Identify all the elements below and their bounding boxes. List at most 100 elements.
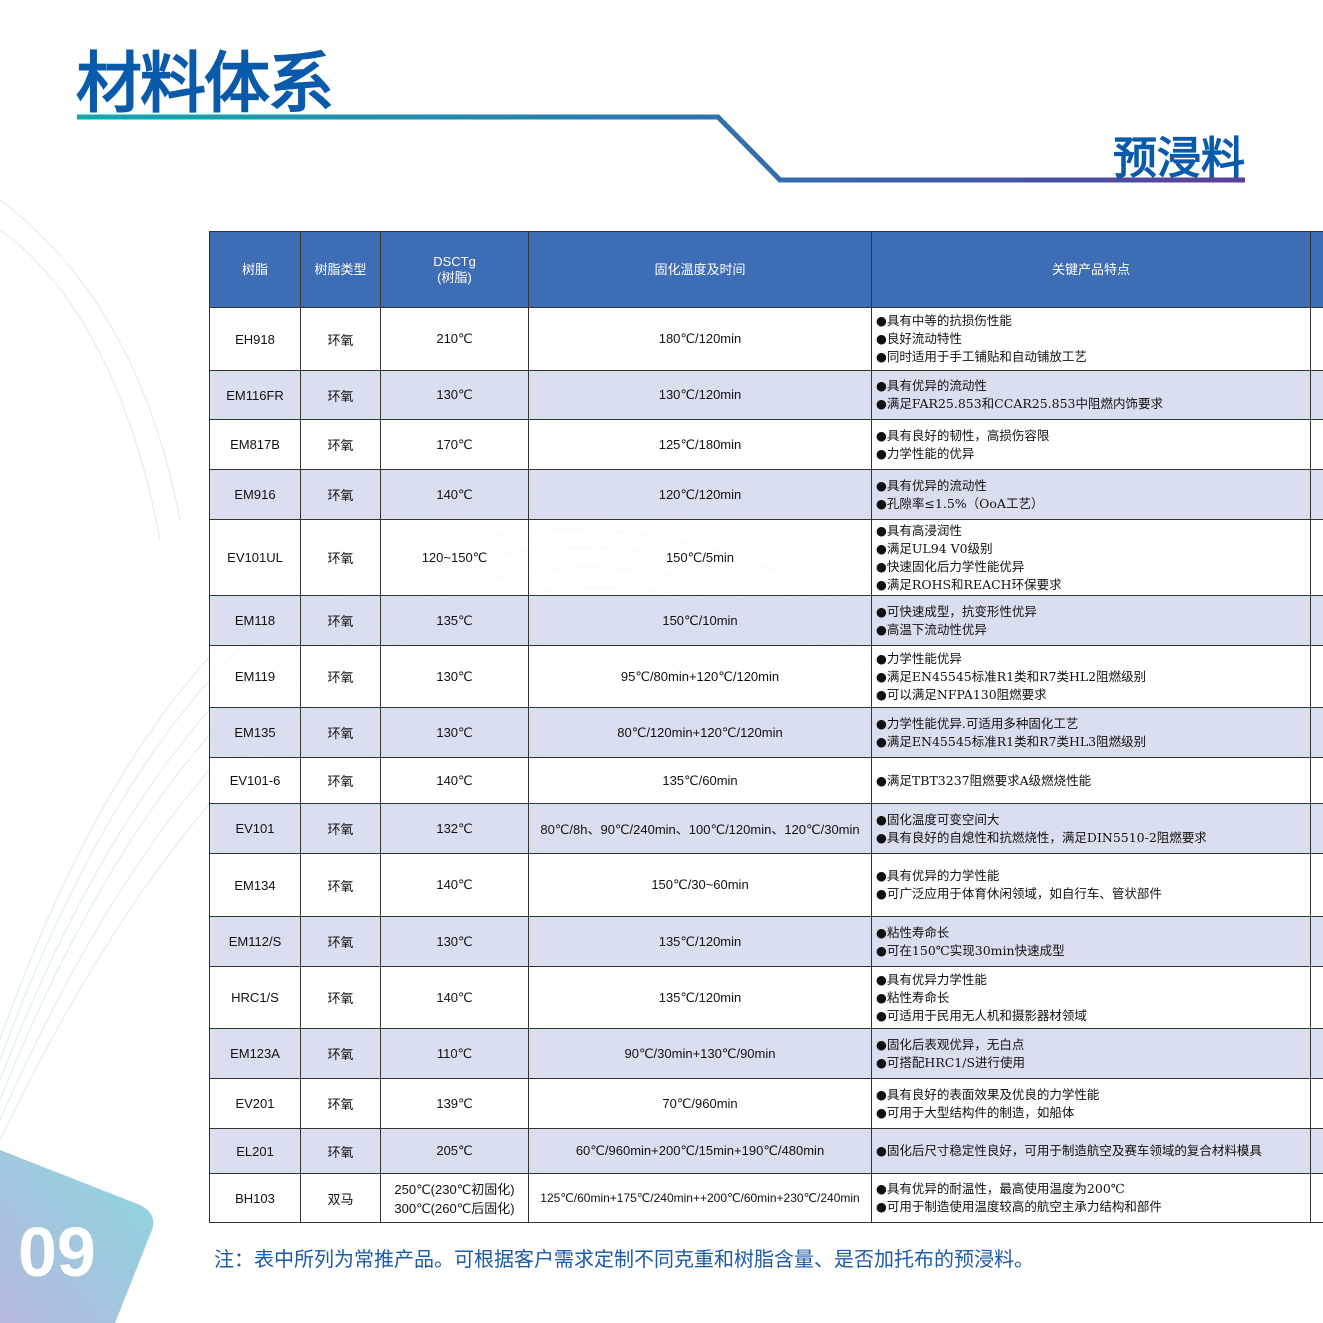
feature-item: 具有优异的流动性 <box>886 477 987 493</box>
feature-item: 粘性寿命长 <box>886 989 950 1005</box>
cell-features: ● 粘性寿命长 ● 可在150℃实现30min快速成型 <box>871 916 1311 967</box>
table-row: EV101 环氧 132℃ 80℃/8h、90℃/240min、100℃/120min… <box>209 803 1323 854</box>
cell-cure: 150℃/10min <box>528 595 872 646</box>
cell-extra <box>1310 1173 1323 1223</box>
cell-tg: 250℃(230℃初固化) 300℃(260℃后固化) <box>380 1173 529 1223</box>
bullet-icon: ● <box>876 378 887 393</box>
cell-tg: 210℃ <box>380 307 529 371</box>
cell-features: ● 具有高浸润性 ● 满足UL94 V0级别 ● 快速固化后力学性能优异 ● 满足ROHS和R… <box>871 519 1311 596</box>
bullet-icon: ● <box>876 427 887 443</box>
cell-resin: EL201 <box>209 1128 301 1174</box>
table-row: EM118 环氧 135℃ 150℃/10min ● 可快速成型，抗变形性优异 ● 高温下流动… <box>209 595 1323 646</box>
cell-features: ● 满足TBT3237阻燃要求A级燃烧性能 <box>871 757 1311 804</box>
cell-extra <box>1310 519 1323 596</box>
cell-tg: 135℃ <box>380 595 529 646</box>
bullet-icon: ● <box>876 522 887 538</box>
feature-item: 具有高浸润性 <box>886 522 962 538</box>
cell-features: ● 力学性能优异.可适用多种固化工艺 ● 满足EN45545标准R1类和R7类HL3阻… <box>871 707 1311 758</box>
cell-features: ● 力学性能优异 ● 满足EN45545标准R1类和R7类HL2阻燃级别 ● 可以满足NF… <box>871 645 1311 708</box>
cell-tg: 130℃ <box>380 370 529 420</box>
table-row: EM112/S 环氧 130℃ 135℃/120min ● 粘性寿命长 ● 可在150℃实现3… <box>209 916 1323 967</box>
cell-resin: EV101 <box>209 803 301 854</box>
cell-extra <box>1310 966 1323 1029</box>
cell-tg: 205℃ <box>380 1128 529 1174</box>
cell-resin: HRC1/S <box>209 966 301 1029</box>
section-subtitle: 预浸料 <box>1113 133 1245 184</box>
feature-item: 固化后尺寸稳定性良好，可用于制造航空及赛车领域的复合材料模具 <box>886 1143 1262 1158</box>
cell-tg: 132℃ <box>380 803 529 854</box>
cell-type: 环氧 <box>300 419 381 470</box>
cell-type: 环氧 <box>300 757 381 804</box>
cell-tg: 140℃ <box>380 966 529 1029</box>
cell-extra <box>1310 853 1323 917</box>
table-row: EH918 环氧 210℃ 180℃/120min ● 具有中等的抗损伤性能 ● 良好流动特性… <box>209 307 1323 371</box>
cell-resin: EV101UL <box>209 519 301 596</box>
bullet-icon: ● <box>876 1181 887 1196</box>
bullet-icon: ● <box>876 621 887 637</box>
cell-resin: EM112/S <box>209 916 301 967</box>
cell-type: 环氧 <box>300 707 381 758</box>
bullet-icon: ● <box>876 576 887 592</box>
cell-extra <box>1310 419 1323 470</box>
cell-cure: 135℃/120min <box>528 916 872 967</box>
cell-resin: EH918 <box>209 307 301 371</box>
bullet-icon: ● <box>876 650 887 666</box>
cell-extra <box>1310 645 1323 708</box>
cell-type: 环氧 <box>300 1028 381 1079</box>
cell-type: 环氧 <box>300 1078 381 1129</box>
bullet-icon: ● <box>876 829 887 845</box>
bullet-icon: ● <box>876 558 887 574</box>
cell-extra <box>1310 1128 1323 1174</box>
cell-resin: EM123A <box>209 1028 301 1079</box>
prepreg-table: 树脂 树脂类型 DSCTg (树脂) 固化温度及时间 关键产品特点 EH918 环氧 210… <box>209 231 1323 1223</box>
cell-extra <box>1310 803 1323 854</box>
column-header <box>1310 231 1323 308</box>
cell-features: ● 具有优异力学性能 ● 粘性寿命长 ● 可适用于民用无人机和摄影器材领域 <box>871 966 1311 1029</box>
cell-resin: EM119 <box>209 645 301 708</box>
cell-features: ● 固化后表观优异，无白点 ● 可搭配HRC1/S进行使用 <box>871 1028 1311 1079</box>
feature-item: 孔隙率≤1.5%（OoA工艺） <box>886 495 1044 511</box>
cell-cure: 135℃/60min <box>528 757 872 804</box>
table-header-row: 树脂 树脂类型 DSCTg (树脂) 固化温度及时间 关键产品特点 <box>209 231 1323 308</box>
table-row: EM123A 环氧 110℃ 90℃/30min+130℃/90min ● 固化后表观优异… <box>209 1028 1323 1079</box>
bullet-icon: ● <box>876 1054 887 1070</box>
cell-cure: 130℃/120min <box>528 370 872 420</box>
feature-item: 满足TBT3237阻燃要求A级燃烧性能 <box>886 772 1092 788</box>
cell-extra <box>1310 469 1323 520</box>
cell-tg: 139℃ <box>380 1078 529 1129</box>
cell-cure: 80℃/8h、90℃/240min、100℃/120min、120℃/30min <box>528 803 872 854</box>
feature-item: 具有良好的韧性，高损伤容限 <box>886 427 1050 443</box>
cell-extra <box>1310 707 1323 758</box>
cell-features: ● 具有优异的流动性 ● 满足FAR25.853和CCAR25.853中阻燃内饰要求 <box>871 370 1311 420</box>
feature-item: 具有优异力学性能 <box>886 971 987 987</box>
feature-item: 具有优异的流动性 <box>886 378 987 393</box>
cell-resin: EV101-6 <box>209 757 301 804</box>
cell-extra <box>1310 1028 1323 1079</box>
feature-item: 粘性寿命长 <box>886 924 950 940</box>
feature-item: 具有良好的表面效果及优良的力学性能 <box>886 1086 1100 1102</box>
column-header: 固化温度及时间 <box>528 231 872 308</box>
cell-resin: EM135 <box>209 707 301 758</box>
bullet-icon: ● <box>876 772 887 788</box>
bullet-icon: ● <box>876 313 887 328</box>
feature-item: 可快速成型，抗变形性优异 <box>886 603 1037 619</box>
cell-resin: EV201 <box>209 1078 301 1129</box>
table-row: EM134 环氧 140℃ 150℃/30~60min ● 具有优异的力学性能 ● 可广泛应用… <box>209 853 1323 917</box>
cell-cure: 125℃/180min <box>528 419 872 470</box>
feature-item: 同时适用于手工铺贴和自动铺放工艺 <box>886 349 1087 364</box>
feature-item: 力学性能的优异 <box>886 445 975 461</box>
header-line <box>77 114 1245 183</box>
bullet-icon: ● <box>876 396 887 411</box>
bullet-icon: ● <box>876 971 887 987</box>
bullet-icon: ● <box>876 868 887 883</box>
cell-type: 环氧 <box>300 307 381 371</box>
cell-cure: 135℃/120min <box>528 966 872 1029</box>
cell-tg: 130℃ <box>380 645 529 708</box>
cell-extra <box>1310 1078 1323 1129</box>
bullet-icon: ● <box>876 445 887 461</box>
cell-resin: BH103 <box>209 1173 301 1223</box>
cell-cure: 70℃/960min <box>528 1078 872 1129</box>
cell-cure: 150℃/30~60min <box>528 853 872 917</box>
cell-cure: 80℃/120min+120℃/120min <box>528 707 872 758</box>
cell-cure: 125℃/60min+175℃/240min++200℃/60min+230℃/… <box>528 1173 872 1223</box>
